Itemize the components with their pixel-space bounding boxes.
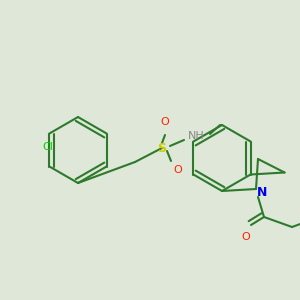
Text: NH: NH [188,131,204,141]
Text: O: O [174,165,182,175]
Text: S: S [158,142,166,154]
Text: O: O [242,232,250,242]
Text: N: N [257,187,267,200]
Text: O: O [160,117,169,127]
Text: Cl: Cl [42,142,53,152]
